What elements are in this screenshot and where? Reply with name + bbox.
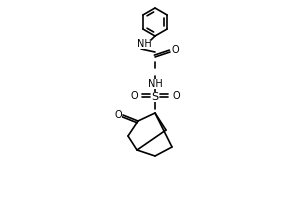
Text: O: O <box>172 91 180 101</box>
Text: NH: NH <box>148 79 162 89</box>
Text: S: S <box>152 92 159 102</box>
Text: O: O <box>171 45 179 55</box>
Text: O: O <box>114 110 122 120</box>
Text: NH: NH <box>136 39 152 49</box>
Text: O: O <box>130 91 138 101</box>
